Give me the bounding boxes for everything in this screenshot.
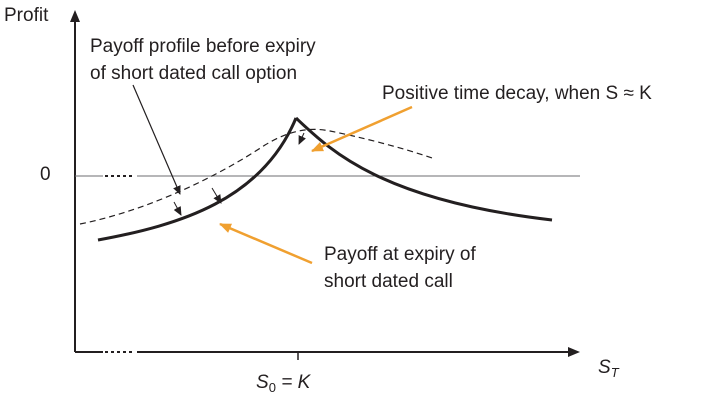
x-axis-label: ST: [598, 357, 619, 381]
payoff-at-expiry-right: [294, 116, 553, 222]
before-expiry-label-line1: Payoff profile before expiry: [90, 36, 316, 57]
decay-arrow-3: [298, 132, 306, 145]
strike-label-main: S: [256, 372, 269, 393]
x-axis-label-sub: T: [610, 365, 619, 380]
at-expiry-label-line2: short dated call: [324, 271, 453, 292]
y-axis-arrowhead: [70, 10, 80, 22]
strike-label-sub: 0: [268, 380, 276, 395]
at-expiry-label-line1: Payoff at expiry of: [324, 244, 476, 265]
y-axis-label: Profit: [4, 5, 49, 26]
payoff-at-expiry-left: [97, 117, 298, 242]
before-expiry-leader: [132, 84, 181, 195]
decay-arrow-2: [211, 187, 222, 204]
x-axis-label-main: S: [598, 357, 611, 378]
before-expiry-label-line2: of short dated call option: [90, 63, 298, 84]
time-decay-label: Positive time decay, when S ≈ K: [382, 83, 652, 104]
at-expiry-arrow: [219, 222, 313, 265]
strike-label: S0 = K: [256, 372, 310, 396]
zero-label: 0: [40, 164, 51, 185]
time-decay-arrow: [311, 105, 413, 153]
decay-arrow-1: [173, 201, 182, 216]
strike-label-rest: = K: [275, 372, 311, 393]
x-axis-arrowhead: [568, 347, 580, 357]
payoff-before-expiry-curve: [79, 128, 433, 225]
